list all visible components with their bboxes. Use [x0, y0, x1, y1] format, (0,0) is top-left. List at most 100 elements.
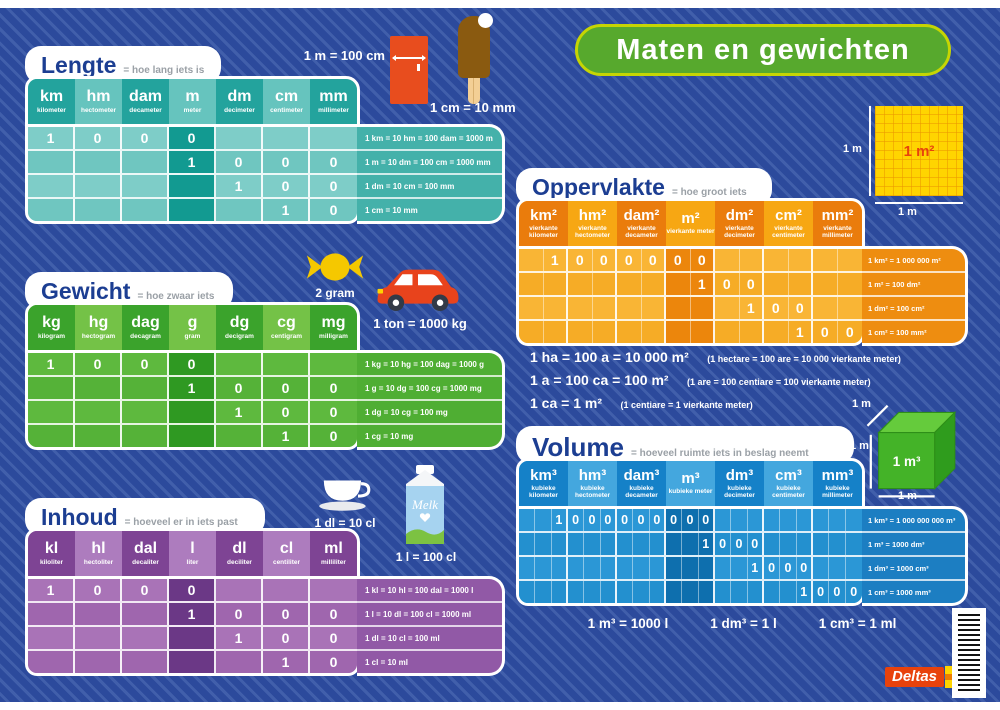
lengte-column-header-1: hm hectometer — [75, 79, 122, 124]
bottom-white-band — [0, 702, 1000, 710]
inhoud-note-0: 1 kl = 10 hl = 100 dal = 1000 l — [365, 585, 474, 595]
volume-note-2: 1 dm³ = 1000 cm³ — [862, 555, 965, 579]
lengte-column-abbr: hm — [86, 87, 111, 105]
car-weight-label: 1 ton = 1000 kg — [373, 316, 467, 331]
lengte-column-fullname: centimeter — [270, 106, 303, 114]
lengte-table: km kilometer hm hectometer dam decameter m mete… — [25, 76, 505, 224]
gewicht-column-abbr: g — [187, 313, 198, 331]
lengte-column-fullname: hectometer — [80, 106, 117, 114]
volume-title: Volume — [532, 432, 624, 462]
cube-side-edge-label: 1 m — [850, 440, 869, 452]
inhoud-cell-2-6: 0 — [329, 630, 338, 646]
square-meter-grid: 1 m² — [875, 106, 963, 196]
volume-cell-1-11: 1 — [698, 533, 715, 555]
inhoud-cell-2-5: 0 — [263, 627, 310, 649]
inhoud-table: kl kiloliter hl hectoliter dal decaliter l lite… — [25, 528, 505, 676]
inhoud-cell-1-1 — [75, 603, 122, 625]
gewicht-cell-0-4 — [216, 353, 263, 375]
inhoud-cell-0-1: 0 — [75, 579, 122, 601]
formula-are-paren: (1 are = 100 centiare = 100 vierkante me… — [687, 377, 871, 387]
volume-cell-0-17 — [797, 509, 813, 531]
volume-cell-2-11 — [698, 557, 715, 579]
inhoud-cell-3-3 — [169, 651, 216, 673]
oppervlakte-cell-1-6 — [666, 273, 691, 295]
inhoud-column-fullname: hectoliter — [83, 558, 114, 566]
gewicht-cell-2-1 — [75, 401, 122, 423]
gewicht-note-1: 1 g = 10 dg = 100 cg = 1000 mg — [357, 375, 502, 399]
inhoud-cell-2-2 — [122, 627, 169, 649]
oppervlakte-column-header-6: mm² vierkante millimeter — [813, 201, 862, 246]
lengte-title: Lengte — [41, 52, 117, 78]
volume-cell-1-0 — [519, 533, 536, 555]
lengte-column-abbr: km — [39, 87, 64, 105]
inhoud-cell-1-0 — [28, 603, 75, 625]
milk-brand-text: Melk — [411, 497, 438, 512]
inhoud-cell-3-6: 0 — [329, 654, 338, 670]
volume-column-abbr: m³ — [681, 470, 700, 488]
volume-column-fullname: kubieke centimeter — [772, 484, 805, 499]
volume-cell-1-7 — [633, 533, 650, 555]
lengte-column-abbr: m — [185, 87, 200, 105]
inhoud-column-fullname: milliliter — [321, 558, 346, 566]
oppervlakte-column-header-1: hm² vierkante hectometer — [568, 201, 617, 246]
formula-are: 1 a = 100 ca = 100 m² (1 are = 100 centi… — [530, 372, 901, 390]
square-base-label: 1 m — [898, 206, 917, 218]
volume-cell-1-5 — [601, 533, 617, 555]
gewicht-column-fullname: hectogram — [81, 332, 116, 340]
oppervlakte-column-header-3: m² vierkante meter — [666, 201, 715, 246]
volume-column-header-1: hm³ kubieke hectometer — [568, 461, 617, 506]
square-base-arrow — [875, 202, 963, 204]
gewicht-column-abbr: dag — [131, 313, 160, 331]
inhoud-column-abbr: dal — [133, 539, 158, 557]
top-white-band — [0, 0, 1000, 8]
volume-cell-1-6 — [617, 533, 634, 555]
formula-hectare-paren: (1 hectare = 100 are = 10 000 vierkante … — [707, 354, 901, 364]
volume-column-fullname: kubieke meter — [668, 488, 713, 496]
oppervlakte-cell-1-10 — [764, 273, 789, 295]
popsicle-bite — [478, 13, 493, 28]
lengte-cell-2-3 — [169, 175, 216, 197]
gewicht-column-header-5: cg centigram — [263, 305, 310, 350]
inhoud-cell-3-0 — [28, 651, 75, 673]
volume-cell-1-17 — [797, 533, 813, 555]
lengte-cell-1-3: 1 — [169, 151, 216, 173]
gewicht-cell-3-5: 1 — [263, 425, 310, 447]
volume-cell-2-15: 0 — [764, 557, 781, 579]
lengte-cell-3-0 — [28, 199, 75, 221]
volume-cell-0-15 — [764, 509, 781, 531]
volume-column-fullname: kubieke decameter — [625, 484, 658, 499]
oppervlakte-title: Oppervlakte — [532, 174, 665, 200]
oppervlakte-cell-1-8: 0 — [715, 273, 740, 295]
popsicle-icon — [458, 13, 493, 120]
lengte-cell-2-0 — [28, 175, 75, 197]
volume-cell-3-15 — [764, 581, 781, 603]
gewicht-column-abbr: dg — [229, 313, 250, 331]
inhoud-column-abbr: ml — [324, 539, 343, 557]
formula-hectare-main: 1 ha = 100 a = 10 000 m² — [530, 349, 689, 365]
volume-column-fullname: kubieke millimeter — [822, 484, 853, 499]
volume-cell-1-20 — [846, 533, 862, 555]
oppervlakte-column-abbr: mm² — [821, 206, 854, 224]
oppervlakte-cell-2-7 — [690, 297, 715, 319]
gewicht-column-header-6: mg milligram — [310, 305, 357, 350]
volume-column-header-3: m³ kubieke meter — [666, 461, 715, 506]
lengte-cell-0-1: 0 — [75, 127, 122, 149]
oppervlakte-column-abbr: km² — [530, 206, 557, 224]
area-formulas: 1 ha = 100 a = 10 000 m² (1 hectare = 10… — [530, 349, 901, 418]
gewicht-column-abbr: mg — [321, 313, 346, 331]
oppervlakte-column-header-2: dam² vierkante decameter — [617, 201, 666, 246]
inhoud-cell-1-4: 0 — [216, 603, 263, 625]
inhoud-column-fullname: kiloliter — [39, 558, 64, 566]
lengte-cell-2-1 — [75, 175, 122, 197]
lengte-cell-3-5: 1 — [263, 199, 310, 221]
volume-cell-3-5 — [601, 581, 617, 603]
volume-note-0: 1 km³ = 1 000 000 000 m³ — [868, 515, 956, 525]
inhoud-cell-1-2 — [122, 603, 169, 625]
oppervlakte-column-fullname: vierkante decameter — [625, 224, 658, 239]
oppervlakte-cell-1-5 — [642, 273, 666, 295]
